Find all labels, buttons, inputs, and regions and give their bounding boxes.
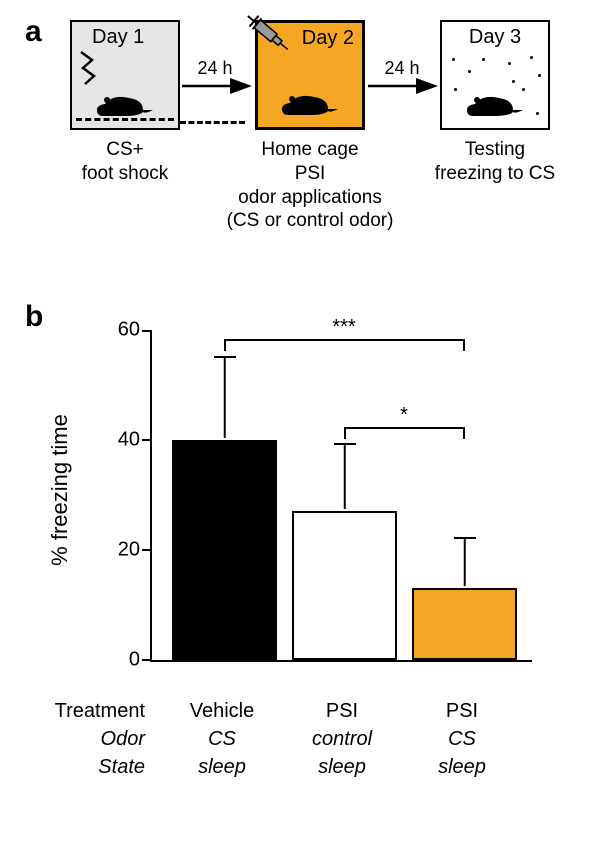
ytick-20: 20 [100, 539, 140, 562]
day2-label: Day 2 [302, 27, 354, 50]
cell: control [282, 728, 402, 751]
cell: Vehicle [162, 700, 282, 723]
cell: CS [402, 728, 522, 751]
bar-psi-cs [412, 588, 517, 660]
cell: PSI [282, 700, 402, 723]
panel-a-diagram: Day 1 24 h Day 2 24 h [60, 20, 580, 230]
cell: sleep [402, 756, 522, 779]
panel-a-letter: a [25, 15, 42, 49]
mouse-icon [280, 89, 340, 119]
ytick-0: 0 [100, 649, 140, 672]
plot-area: *** * [150, 330, 532, 662]
sig-line-1 [224, 339, 465, 341]
panel-b: % freezing time 0 20 40 60 [0, 300, 604, 840]
day1-box: Day 1 [70, 20, 180, 130]
mouse-icon [465, 90, 525, 120]
sig-label-1: *** [332, 316, 355, 339]
shock-icon [78, 50, 98, 90]
bar-chart: 0 20 40 60 [150, 310, 530, 680]
sig-line-2 [344, 427, 465, 429]
row-hdr-odor: Odor [20, 728, 145, 751]
cell: PSI [402, 700, 522, 723]
arrow1-icon [182, 74, 254, 98]
day3-caption: Testingfreezing to CS [415, 138, 575, 186]
row-hdr-state: State [20, 756, 145, 779]
day2-caption: Home cagePSIodor applications(CS or cont… [190, 138, 430, 233]
cell: sleep [162, 756, 282, 779]
day1-label: Day 1 [92, 26, 144, 49]
day3-box: Day 3 [440, 20, 550, 130]
bar-psi-control [292, 511, 397, 660]
arrow2-icon [368, 74, 440, 98]
y-axis-label: % freezing time [47, 414, 73, 566]
bar-vehicle [172, 440, 277, 660]
day1-caption: CS+foot shock [45, 138, 205, 186]
ytick-40: 40 [100, 429, 140, 452]
cell: CS [162, 728, 282, 751]
row-hdr-treatment: Treatment [20, 700, 145, 723]
mouse-icon [95, 90, 155, 120]
dashed-continuation [180, 121, 245, 124]
ytick-60: 60 [100, 319, 140, 342]
syringe-icon [235, 8, 295, 58]
cell: sleep [282, 756, 402, 779]
sig-label-2: * [400, 404, 408, 427]
